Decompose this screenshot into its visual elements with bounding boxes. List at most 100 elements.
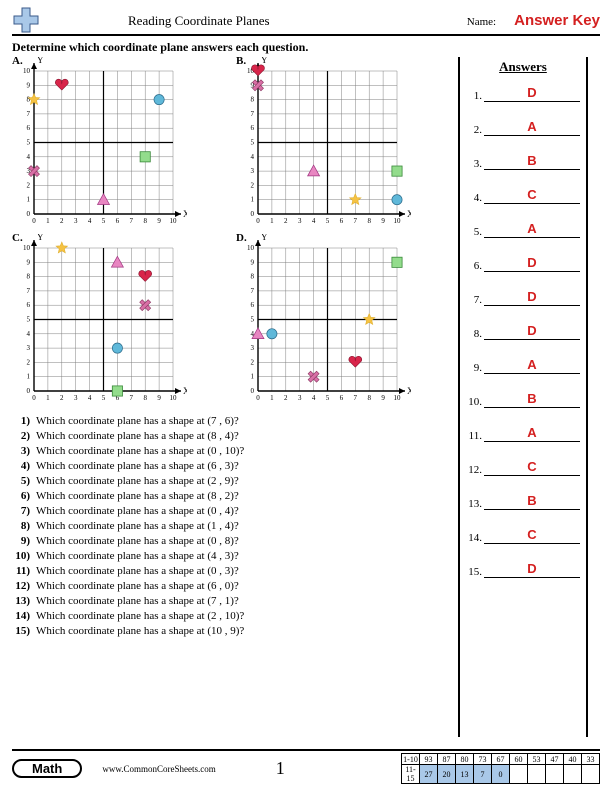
question-number: 14)	[12, 610, 36, 622]
answer-row: 12.C	[466, 459, 580, 476]
svg-text:5: 5	[326, 394, 330, 402]
svg-text:9: 9	[381, 217, 385, 225]
questions-list: 1)Which coordinate plane has a shape at …	[12, 415, 452, 637]
svg-text:8: 8	[251, 96, 255, 104]
svg-text:2: 2	[284, 217, 288, 225]
svg-text:3: 3	[298, 217, 302, 225]
header: Reading Coordinate Planes Name: Answer K…	[12, 12, 600, 36]
question-number: 11)	[12, 565, 36, 577]
svg-text:5: 5	[102, 217, 106, 225]
answer-row: 3.B	[466, 153, 580, 170]
question-text: Which coordinate plane has a shape at (0…	[36, 505, 239, 517]
svg-text:7: 7	[251, 287, 255, 295]
svg-text:0: 0	[32, 217, 36, 225]
question-text: Which coordinate plane has a shape at (7…	[36, 415, 239, 427]
svg-text:8: 8	[367, 217, 371, 225]
site-url: www.CommonCoreSheets.com	[102, 764, 215, 774]
svg-text:0: 0	[32, 394, 36, 402]
question-text: Which coordinate plane has a shape at (8…	[36, 490, 239, 502]
answer-number: 4.	[466, 192, 484, 204]
svg-text:6: 6	[251, 124, 255, 132]
question-text: Which coordinate plane has a shape at (1…	[36, 520, 239, 532]
svg-text:4: 4	[88, 394, 92, 402]
question-row: 13)Which coordinate plane has a shape at…	[12, 595, 452, 607]
question-row: 14)Which coordinate plane has a shape at…	[12, 610, 452, 622]
answer-number: 15.	[466, 566, 484, 578]
svg-text:1: 1	[46, 217, 50, 225]
answer-number: 6.	[466, 260, 484, 272]
answer-number: 10.	[466, 396, 484, 408]
question-number: 2)	[12, 430, 36, 442]
svg-text:3: 3	[251, 344, 255, 352]
svg-text:7: 7	[354, 394, 358, 402]
question-number: 4)	[12, 460, 36, 472]
question-text: Which coordinate plane has a shape at (1…	[36, 625, 244, 637]
question-row: 3)Which coordinate plane has a shape at …	[12, 445, 452, 457]
svg-text:4: 4	[27, 330, 31, 338]
svg-text:8: 8	[27, 96, 31, 104]
answer-number: 1.	[466, 90, 484, 102]
score-table: 1-1093878073676053474033 11-1527201370	[401, 753, 600, 784]
answer-row: 14.C	[466, 527, 580, 544]
question-text: Which coordinate plane has a shape at (0…	[36, 565, 239, 577]
svg-text:9: 9	[251, 258, 255, 266]
question-text: Which coordinate plane has a shape at (6…	[36, 580, 239, 592]
svg-text:10: 10	[394, 217, 402, 225]
svg-text:X: X	[183, 386, 187, 396]
answer-number: 13.	[466, 498, 484, 510]
svg-text:1: 1	[270, 217, 274, 225]
answer-value: A	[484, 119, 580, 136]
answer-value: C	[484, 187, 580, 204]
svg-text:1: 1	[46, 394, 50, 402]
svg-text:9: 9	[27, 258, 31, 266]
answer-number: 14.	[466, 532, 484, 544]
chart-label: B.	[236, 55, 246, 67]
answer-value: A	[484, 425, 580, 442]
question-row: 2)Which coordinate plane has a shape at …	[12, 430, 452, 442]
svg-text:5: 5	[251, 139, 255, 147]
question-text: Which coordinate plane has a shape at (4…	[36, 550, 239, 562]
svg-text:6: 6	[340, 394, 344, 402]
svg-text:2: 2	[60, 217, 64, 225]
svg-text:3: 3	[298, 394, 302, 402]
svg-text:2: 2	[251, 358, 255, 366]
svg-text:0: 0	[251, 387, 255, 395]
coord-plane-B: 001122334455667788991010XY	[236, 57, 411, 232]
question-number: 1)	[12, 415, 36, 427]
svg-text:7: 7	[130, 394, 134, 402]
svg-text:6: 6	[116, 217, 120, 225]
svg-text:9: 9	[27, 81, 31, 89]
question-text: Which coordinate plane has a shape at (2…	[36, 610, 244, 622]
answer-key-label: Answer Key	[514, 12, 600, 29]
svg-text:2: 2	[284, 394, 288, 402]
svg-text:9: 9	[157, 217, 161, 225]
answer-value: D	[484, 561, 580, 578]
answer-row: 4.C	[466, 187, 580, 204]
answer-value: D	[484, 323, 580, 340]
svg-text:2: 2	[251, 181, 255, 189]
svg-text:X: X	[407, 386, 411, 396]
svg-text:7: 7	[251, 110, 255, 118]
answer-row: 2.A	[466, 119, 580, 136]
answer-row: 15.D	[466, 561, 580, 578]
answer-value: C	[484, 527, 580, 544]
answer-value: C	[484, 459, 580, 476]
answers-header: Answers	[466, 59, 580, 75]
name-label: Name:	[467, 16, 496, 28]
svg-text:7: 7	[27, 110, 31, 118]
svg-text:10: 10	[247, 244, 255, 252]
answer-number: 3.	[466, 158, 484, 170]
question-row: 11)Which coordinate plane has a shape at…	[12, 565, 452, 577]
svg-text:4: 4	[251, 153, 255, 161]
answer-number: 9.	[466, 362, 484, 374]
answer-number: 8.	[466, 328, 484, 340]
svg-text:0: 0	[256, 394, 260, 402]
svg-text:7: 7	[27, 287, 31, 295]
answer-value: B	[484, 153, 580, 170]
answer-row: 7.D	[466, 289, 580, 306]
svg-text:1: 1	[270, 394, 274, 402]
question-number: 8)	[12, 520, 36, 532]
svg-text:5: 5	[326, 217, 330, 225]
question-number: 9)	[12, 535, 36, 547]
svg-text:8: 8	[143, 217, 147, 225]
